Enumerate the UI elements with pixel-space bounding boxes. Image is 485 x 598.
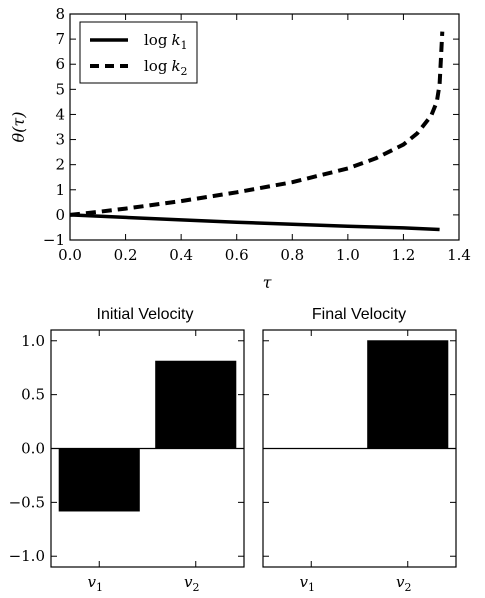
bar-x-label-v2-sub: 2 bbox=[404, 581, 411, 594]
top-x-tick-label: 1.0 bbox=[336, 246, 360, 264]
final-velocity-bars bbox=[263, 340, 456, 450]
bar-y-tick-label: 0.5 bbox=[21, 386, 45, 404]
top-y-tick-label: 3 bbox=[55, 131, 65, 149]
legend-label-1-sub: 1 bbox=[181, 39, 188, 52]
legend-label-2: log k2 bbox=[144, 57, 188, 78]
top-x-axis-label: τ bbox=[263, 273, 273, 292]
top-y-tick-label: 8 bbox=[55, 5, 65, 23]
bar-x-label-v2-sub: 2 bbox=[192, 581, 199, 594]
legend-label-2-sub: 2 bbox=[181, 65, 188, 78]
bar-y-tick-label: −1.0 bbox=[9, 547, 45, 565]
legend-label-1-var: k bbox=[171, 31, 180, 49]
legend-label-2-var: k bbox=[171, 57, 180, 75]
bar-y-tick-label: 1.0 bbox=[21, 332, 45, 350]
final-velocity-chart: Final Velocity v1 v2 bbox=[262, 306, 457, 594]
bar-x-label-v1-var: v bbox=[88, 573, 97, 591]
initial-velocity-y-axis: 1.0 0.5 0.0 −0.5 −1.0 bbox=[9, 332, 244, 565]
final-velocity-title: Final Velocity bbox=[312, 306, 406, 323]
bar-x-label-v1-sub: 1 bbox=[96, 581, 103, 594]
theta-line-chart: −1 0 1 2 3 4 5 6 7 8 0.0 0.2 0.4 0.6 0.8 1.0 1.2 1.4 θ(τ… bbox=[9, 5, 471, 292]
bar-x-label-v1-var: v bbox=[300, 573, 309, 591]
top-x-tick-label: 1.4 bbox=[447, 246, 471, 264]
series-log-k2-line bbox=[69, 31, 445, 217]
top-y-axis: −1 0 1 2 3 4 5 6 7 8 bbox=[43, 5, 459, 249]
initial-velocity-x-axis: v1 v2 bbox=[88, 330, 199, 594]
final-velocity-x-axis: v1 v2 bbox=[300, 330, 411, 594]
bar-v1 bbox=[58, 448, 140, 512]
legend-label-2-prefix: log bbox=[144, 57, 168, 75]
bar-v2 bbox=[155, 360, 237, 449]
top-x-tick-label: 0.6 bbox=[225, 246, 249, 264]
top-y-tick-label: 4 bbox=[55, 105, 65, 123]
bar-x-label-v2: v2 bbox=[396, 573, 411, 594]
top-y-tick-label: −1 bbox=[43, 231, 65, 249]
top-y-tick-label: 7 bbox=[55, 30, 65, 48]
initial-velocity-chart: Initial Velocity 1.00.50.0−0.5−1.0 v1 v2 bbox=[9, 306, 245, 594]
top-plot-frame bbox=[69, 13, 460, 241]
bar-y-tick-label: −0.5 bbox=[9, 493, 45, 511]
bar-v2 bbox=[367, 340, 449, 450]
top-y-tick-label: 2 bbox=[55, 156, 65, 174]
bar-x-label-v1-sub: 1 bbox=[308, 581, 315, 594]
top-x-tick-label: 0.2 bbox=[114, 246, 138, 264]
bar-y-tick-label: 0.0 bbox=[21, 440, 45, 458]
top-x-tick-label: 1.2 bbox=[391, 246, 415, 264]
top-y-tick-label: 0 bbox=[55, 206, 65, 224]
top-y-tick-label: 6 bbox=[55, 55, 65, 73]
bar-x-label-v2: v2 bbox=[184, 573, 199, 594]
legend-label-1: log k1 bbox=[144, 31, 188, 52]
top-x-axis: 0.0 0.2 0.4 0.6 0.8 1.0 1.2 1.4 bbox=[58, 14, 471, 264]
series-log-k1-line bbox=[69, 213, 440, 232]
top-x-tick-label: 0.8 bbox=[280, 246, 304, 264]
top-x-tick-label: 0.0 bbox=[58, 246, 82, 264]
top-series-group bbox=[69, 31, 445, 232]
top-y-tick-label: 5 bbox=[55, 80, 65, 98]
legend-label-1-prefix: log bbox=[144, 31, 168, 49]
bar-x-label-v1: v1 bbox=[300, 573, 315, 594]
initial-velocity-bars bbox=[51, 360, 244, 512]
bar-x-label-v1: v1 bbox=[88, 573, 103, 594]
bar-x-label-v2-var: v bbox=[184, 573, 193, 591]
initial-velocity-title: Initial Velocity bbox=[97, 306, 194, 323]
bar-x-label-v2-var: v bbox=[396, 573, 405, 591]
top-x-tick-label: 0.4 bbox=[169, 246, 193, 264]
legend-box bbox=[79, 21, 198, 84]
top-y-axis-label: θ(τ) bbox=[9, 112, 28, 143]
top-y-tick-label: 1 bbox=[55, 181, 65, 199]
